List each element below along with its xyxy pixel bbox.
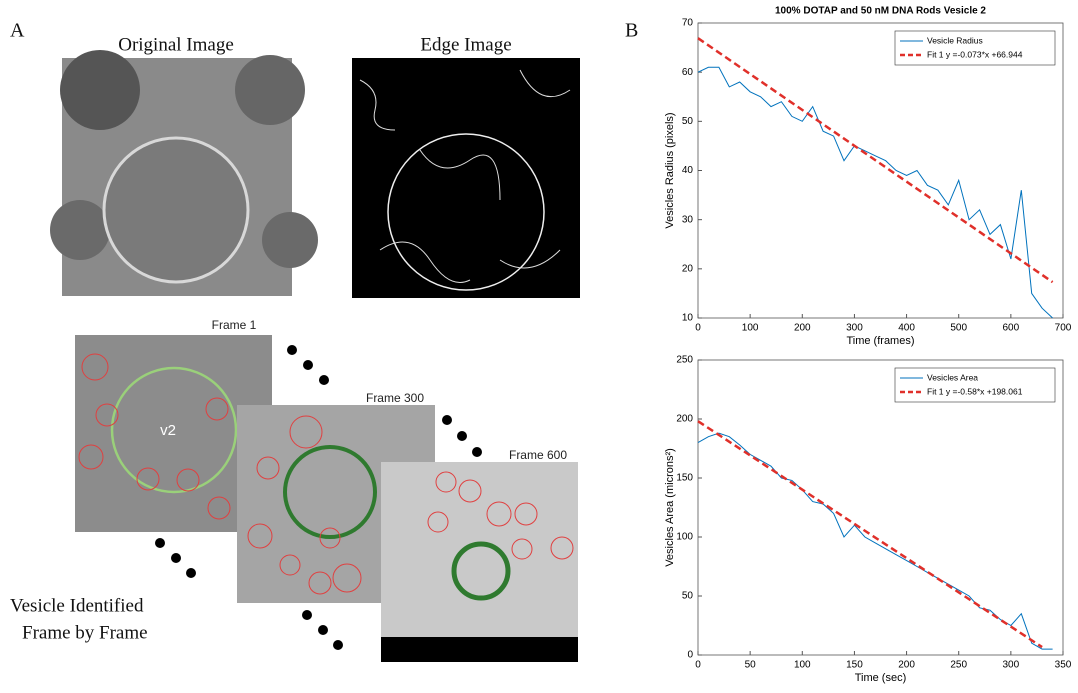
y-axis-label: Vesicles Radius (pixels) [664, 112, 676, 228]
y-tick-label: 40 [682, 165, 694, 176]
legend [894, 367, 1056, 403]
series-line [697, 432, 1053, 650]
x-tick-label: 150 [846, 660, 863, 671]
detected-vesicle [110, 366, 238, 494]
detected-circle [81, 353, 109, 381]
x-tick-label: 0 [695, 660, 701, 671]
x-tick-label: 100 [742, 323, 759, 334]
x-tick-label: 250 [950, 660, 967, 671]
x-tick-label: 100 [794, 660, 811, 671]
detected-circle [458, 479, 482, 503]
x-tick-label: 700 [1055, 323, 1072, 334]
detected-vesicle [451, 541, 511, 601]
y-tick-label: 50 [682, 116, 694, 127]
panel-a: A Original Image Edge Image v2 Frame 1 [10, 20, 580, 662]
y-tick-label: 20 [682, 263, 694, 274]
series-line [697, 37, 1054, 284]
y-tick-label: 200 [676, 414, 693, 425]
legend-label: Fit 1 y =-0.58*x +198.061 [927, 386, 1023, 396]
y-tick-label: 150 [676, 473, 693, 484]
detected-circle [95, 403, 119, 427]
frame-label: Frame 300 [366, 391, 424, 405]
detected-circle [486, 501, 512, 527]
y-tick-label: 30 [682, 214, 694, 225]
vesicle-tag: v2 [160, 422, 176, 439]
y-tick-label: 100 [676, 532, 693, 543]
legend-label: Fit 1 y =-0.073*x +66.944 [927, 49, 1023, 59]
y-tick-label: 50 [682, 591, 694, 602]
frame-border [381, 637, 578, 662]
x-tick-label: 200 [898, 660, 915, 671]
detected-vesicle [283, 445, 377, 539]
detected-circle [279, 554, 301, 576]
y-tick-label: 60 [682, 67, 694, 78]
detected-circle [332, 563, 362, 593]
y-axis-label: Vesicles Area (microns²) [664, 448, 676, 567]
x-tick-label: 200 [794, 323, 811, 334]
detected-circle [511, 538, 533, 560]
edge-vesicle [387, 133, 545, 291]
image-detail [60, 50, 140, 130]
y-tick-label: 250 [676, 355, 693, 366]
detected-circle [435, 471, 457, 493]
caption: Frame by Frame [22, 622, 148, 643]
x-axis-label: Time (frames) [846, 335, 914, 347]
y-tick-label: 10 [682, 313, 694, 324]
detected-circle [205, 397, 229, 421]
frame-image [381, 462, 578, 662]
image-title: Edge Image [420, 34, 511, 55]
legend-label: Vesicle Radius [927, 35, 983, 45]
frame-600: Frame 600 [381, 448, 578, 662]
x-tick-label: 300 [846, 323, 863, 334]
y-tick-label: 70 [682, 18, 694, 29]
series-line [697, 66, 1053, 319]
detected-circle [207, 496, 231, 520]
detected-circle [427, 511, 449, 533]
x-tick-label: 400 [898, 323, 915, 334]
sequence-dots [155, 345, 482, 650]
detected-circle [136, 467, 160, 491]
legend [894, 30, 1056, 66]
x-axis-label: Time (sec) [855, 672, 907, 684]
detected-circle [256, 456, 280, 480]
legend-label: Vesicles Area [927, 372, 978, 382]
detected-circle [78, 444, 104, 470]
edge-image [352, 58, 580, 298]
x-tick-label: 500 [950, 323, 967, 334]
detected-circle [247, 523, 273, 549]
image-detail [235, 55, 305, 125]
image-title: Original Image [118, 34, 234, 55]
vesicle [102, 136, 250, 284]
plot-area [697, 359, 1064, 656]
plot-area [697, 22, 1064, 319]
series-line [697, 420, 1043, 649]
x-tick-label: 350 [1055, 660, 1072, 671]
x-tick-label: 600 [1003, 323, 1020, 334]
x-tick-label: 0 [695, 323, 701, 334]
frame-label: Frame 600 [509, 448, 567, 462]
frame-label: Frame 1 [212, 318, 257, 332]
detected-circle [550, 536, 574, 560]
detected-circle [308, 571, 332, 595]
caption: Vesicle Identified [10, 595, 144, 616]
detected-circle [514, 502, 538, 526]
detected-circle [289, 415, 323, 449]
image-detail [262, 212, 318, 268]
panel-label: A [10, 20, 25, 42]
y-tick-label: 0 [687, 650, 693, 661]
edge-lines [359, 69, 571, 283]
chart: 100% DOTAP and 50 nM DNA Rods Vesicle 2 0… [664, 6, 1072, 347]
chart: 0 50 100 150 200 250 300 350 0 50 100 150 200 250 Time… [664, 355, 1072, 684]
detected-circle [176, 468, 200, 492]
detected-circle [319, 527, 341, 549]
image-detail [50, 200, 110, 260]
x-tick-label: 50 [745, 660, 757, 671]
panel-label: B [625, 20, 638, 42]
x-tick-label: 300 [1003, 660, 1020, 671]
chart-title: 100% DOTAP and 50 nM DNA Rods Vesicle 2 [775, 6, 986, 17]
